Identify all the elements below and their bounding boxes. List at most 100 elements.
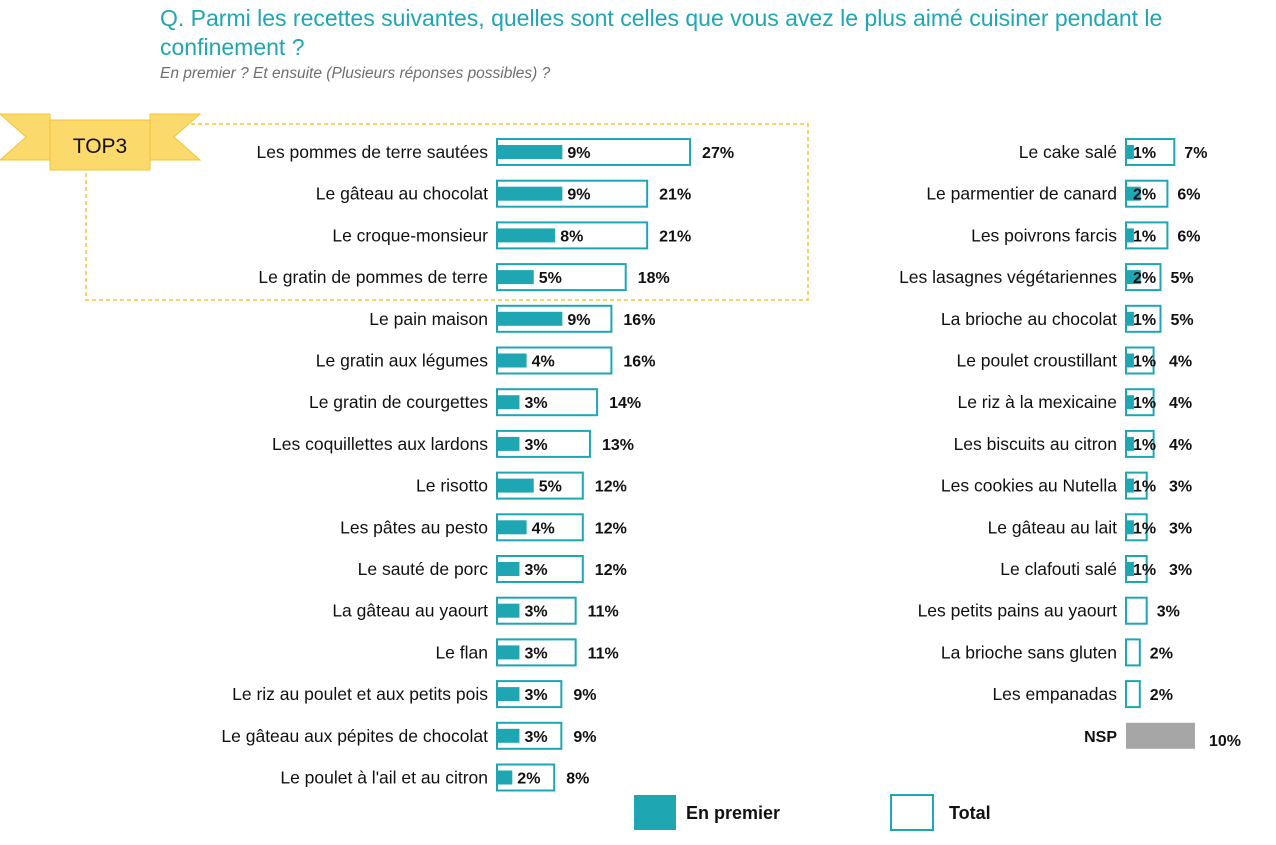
category-label: Le poulet à l'ail et au citron	[280, 768, 488, 788]
value-label-total: 14%	[609, 395, 641, 412]
category-label: Les pommes de terre sautées	[256, 142, 488, 162]
value-label-total: 3%	[1169, 562, 1192, 579]
value-label-first: 1%	[1133, 520, 1156, 537]
bar-first	[1127, 395, 1134, 410]
bar-total	[1125, 596, 1148, 625]
category-label: La brioche au chocolat	[941, 309, 1117, 329]
value-label-first: 3%	[524, 604, 547, 621]
value-label-first: 3%	[524, 562, 547, 579]
value-label-total: 13%	[602, 437, 634, 454]
bar-first	[498, 520, 527, 535]
value-label-first: 1%	[1133, 395, 1156, 412]
value-label-total: 3%	[1169, 520, 1192, 537]
legend-swatch-total	[890, 794, 934, 831]
value-label-total: 6%	[1177, 187, 1200, 204]
value-label-first: 3%	[524, 437, 547, 454]
value-label-total: 16%	[623, 312, 655, 329]
category-label: Le gratin aux légumes	[316, 351, 488, 371]
value-label-first: 9%	[567, 187, 590, 204]
value-label-total: 3%	[1169, 479, 1192, 496]
category-label: Les empanadas	[992, 684, 1117, 704]
value-label-total: 4%	[1169, 354, 1192, 371]
category-label: Le pain maison	[369, 309, 488, 329]
value-label-total: 7%	[1184, 145, 1207, 162]
chart-title: Q. Parmi les recettes suivantes, quelles…	[160, 5, 1163, 60]
value-label-total: 18%	[638, 270, 670, 287]
bar-first	[1127, 436, 1134, 451]
bar-first	[498, 562, 520, 576]
category-label: Le riz au poulet et aux petits pois	[232, 684, 488, 704]
top3-ribbon-left	[0, 113, 51, 161]
value-label-total: 16%	[623, 354, 655, 371]
bar-first	[1127, 562, 1134, 576]
category-label: Les coquillettes aux lardons	[272, 434, 488, 454]
value-label-total: 12%	[595, 479, 627, 496]
value-label-total: 2%	[1150, 687, 1173, 704]
bar-first	[498, 311, 563, 326]
category-label: La brioche sans gluten	[941, 642, 1117, 662]
legend-swatch-first	[634, 795, 676, 830]
value-label-first: 3%	[524, 645, 547, 662]
category-label: Le gâteau aux pépites de chocolat	[221, 726, 488, 746]
bar-first	[1127, 311, 1134, 326]
bar-first	[498, 353, 527, 368]
category-label: Le riz à la mexicaine	[957, 392, 1117, 412]
bar-first	[498, 645, 520, 660]
category-label: Le gâteau au lait	[988, 517, 1118, 537]
value-label-first: 9%	[567, 312, 590, 329]
category-label: Les pâtes au pesto	[340, 517, 488, 537]
bar-first	[1127, 270, 1141, 285]
bar-total	[1125, 638, 1141, 667]
value-label-first: 1%	[1133, 354, 1156, 371]
value-label-total: 10%	[1209, 733, 1241, 750]
chart-subtitle: En premier ? Et ensuite (Plusieurs répon…	[160, 65, 551, 82]
category-label: Le risotto	[416, 476, 488, 496]
value-label-first: 2%	[517, 771, 540, 788]
value-label-first: 1%	[1133, 479, 1156, 496]
legend-label-total: Total	[949, 803, 991, 823]
value-label-total: 6%	[1177, 228, 1200, 245]
value-label-first: 9%	[567, 145, 590, 162]
category-label: Le parmentier de canard	[926, 184, 1117, 204]
value-label-first: 8%	[560, 228, 583, 245]
bar-nsp	[1126, 722, 1195, 749]
value-label-total: 21%	[659, 187, 691, 204]
value-label-total: 11%	[588, 645, 619, 662]
value-label-total: 4%	[1169, 395, 1192, 412]
value-label-first: 4%	[532, 520, 555, 537]
left-bar-group: Les pommes de terre sautées 9% 27% Le gâtea…	[221, 138, 734, 792]
bar-first	[498, 436, 520, 451]
bar-total	[1125, 429, 1155, 458]
category-label: Le gratin de pommes de terre	[258, 267, 488, 287]
value-label-total: 21%	[659, 228, 691, 245]
value-label-first: 5%	[539, 270, 562, 287]
right-bar-group: Le cake salé 1% 7% Le parmentier de canard 2…	[899, 138, 1241, 750]
value-label-total: 2%	[1150, 645, 1173, 662]
value-label-first: 1%	[1133, 562, 1156, 579]
category-label: La gâteau au yaourt	[332, 601, 488, 621]
top3-badge: TOP3	[0, 113, 202, 171]
legend: En premier Total	[634, 794, 991, 831]
category-label: Le clafouti salé	[1000, 559, 1117, 579]
value-label-total: 11%	[588, 604, 619, 621]
bar-first	[498, 145, 563, 159]
bar-first	[498, 478, 534, 493]
value-label-first: 1%	[1133, 228, 1156, 245]
top3-ribbon-right	[149, 113, 202, 161]
bar-first	[1127, 186, 1141, 201]
value-label-first: 2%	[1133, 270, 1156, 287]
value-label-first: 1%	[1133, 437, 1156, 454]
bar-first	[1127, 353, 1134, 368]
top3-ribbon-center	[49, 119, 151, 171]
bar-first	[498, 395, 520, 410]
chart-header: Q. Parmi les recettes suivantes, quelles…	[160, 4, 1260, 83]
bar-first	[1127, 478, 1134, 493]
value-label-total: 5%	[1171, 312, 1194, 329]
value-label-first: 2%	[1133, 187, 1156, 204]
category-label: NSP	[1084, 729, 1117, 746]
value-label-first: 3%	[524, 687, 547, 704]
bar-first	[1127, 520, 1134, 535]
value-label-total: 3%	[1157, 604, 1180, 621]
top3-highlight-box	[85, 123, 809, 301]
